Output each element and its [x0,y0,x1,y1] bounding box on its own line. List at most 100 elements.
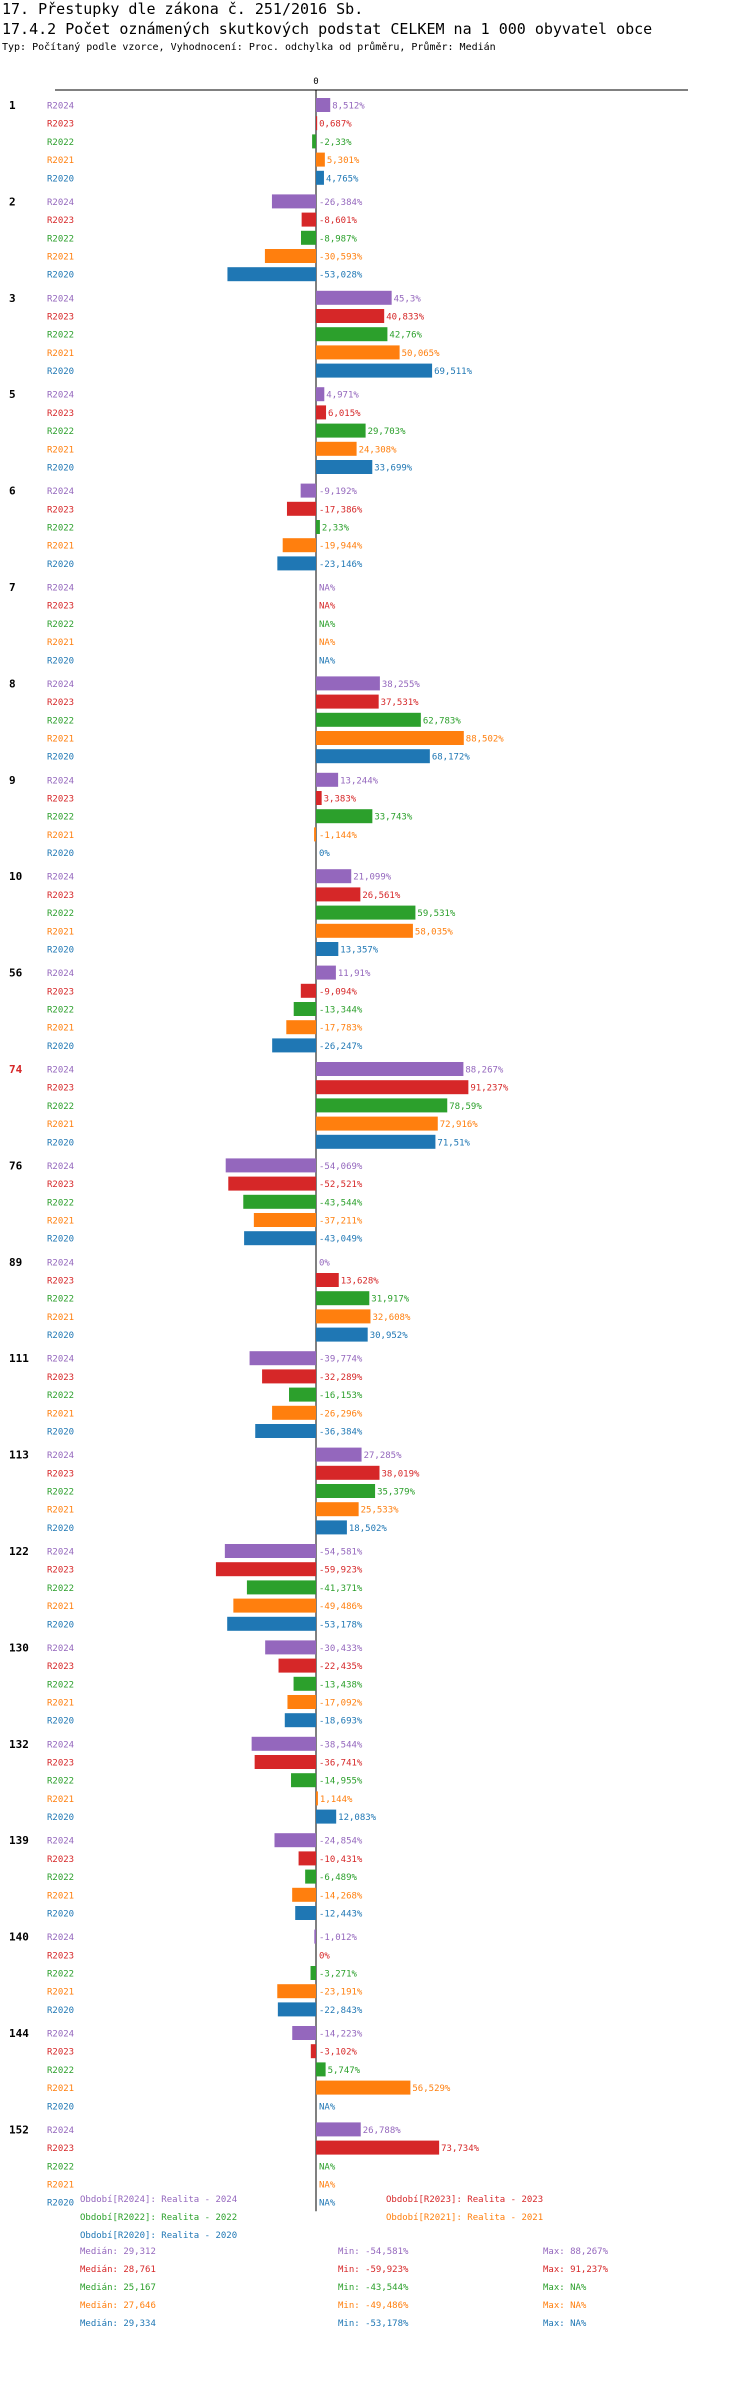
series-row-label: R2024 [47,1066,74,1076]
data-bar [301,212,316,227]
data-label: 0% [319,849,330,859]
series-row-label: R2024 [47,1933,74,1943]
series-row-label: R2021 [47,445,74,455]
series-row-label: R2022 [47,1970,74,1980]
group-label: 3 [9,292,16,305]
data-bar [316,1309,371,1324]
series-row-label: R2023 [47,602,74,612]
data-bar [316,965,336,980]
data-label: 68,172% [432,753,471,763]
series-row-label: R2021 [47,1988,74,1998]
data-bar [316,405,327,420]
data-label: 33,699% [374,464,413,474]
data-label: 3,383% [324,795,357,805]
data-bar [300,230,316,245]
data-label: 42,76% [389,331,422,341]
data-bar [316,2140,440,2155]
data-label: 91,237% [470,1084,509,1094]
series-row-label: R2020 [47,1235,74,1245]
data-label: 88,502% [466,735,505,745]
series-row-label: R2020 [47,1428,74,1438]
series-row-label: R2021 [47,156,74,166]
data-label: -36,384% [319,1428,363,1438]
group-label: 144 [9,2027,29,2040]
series-row-label: R2021 [47,2181,74,2191]
series-row-label: R2022 [47,524,74,534]
data-bar [310,1966,316,1980]
group-label: 10 [9,870,22,883]
data-bar [316,1447,362,1462]
series-row-label: R2020 [47,1620,74,1630]
data-label: -9,094% [319,987,358,997]
series-row-label: R2024 [47,1837,74,1847]
series-row-label: R2021 [47,1217,74,1227]
data-label: 0% [319,1258,330,1268]
data-bar [289,1387,316,1402]
data-label: -14,268% [319,1891,363,1901]
data-bar [316,1134,436,1149]
data-bar [316,363,433,378]
data-label: -19,944% [319,542,363,552]
data-label: NA% [319,2181,336,2191]
data-bar [291,1773,316,1788]
series-row-label: R2023 [47,409,74,419]
group-label: 9 [9,774,16,787]
data-bar [316,327,388,342]
series-row-label: R2022 [47,1295,74,1305]
data-label: -26,247% [319,1042,363,1052]
data-bar [310,2044,316,2059]
data-bar [244,1231,316,1246]
data-bar [243,1194,316,1209]
data-label: -23,191% [319,1988,363,1998]
series-row-label: R2022 [47,716,74,726]
series-row-label: R2020 [47,1042,74,1052]
series-row-label: R2021 [47,1602,74,1612]
series-row-label: R2024 [47,1451,74,1461]
data-bar [227,1616,316,1631]
series-row-label: R2020 [47,1910,74,1920]
data-bar [264,249,316,263]
data-bar [316,1791,318,1806]
series-row-label: R2024 [47,873,74,883]
data-label: -8,601% [319,216,358,226]
data-label: NA% [319,602,336,612]
series-row-label: R2024 [47,584,74,594]
data-bar [298,1851,316,1866]
data-bar [316,923,413,938]
data-label: 40,833% [386,313,425,323]
data-bar [274,1833,316,1848]
series-row-label: R2023 [47,987,74,997]
series-row-label: R2023 [47,1662,74,1672]
series-row-label: R2020 [47,560,74,570]
data-bar [316,772,339,787]
series-row-label: R2020 [47,1138,74,1148]
data-bar [316,1291,370,1306]
series-row-label: R2024 [47,680,74,690]
series-row-label: R2024 [47,102,74,112]
series-row-label: R2024 [47,391,74,401]
data-label: -17,092% [319,1699,363,1709]
data-label: -14,223% [319,2030,363,2040]
data-label: -18,693% [319,1717,363,1727]
series-row-label: R2024 [47,2030,74,2040]
series-row-label: R2021 [47,1024,74,1034]
data-label: 58,035% [415,927,454,937]
data-label: 5,301% [327,156,360,166]
data-label: 24,308% [359,445,398,455]
data-label: -9,192% [319,487,358,497]
data-bar [314,827,316,842]
series-row-label: R2022 [47,1198,74,1208]
series-row-label: R2021 [47,1699,74,1709]
data-bar [305,1869,316,1884]
group-label: 89 [9,1256,22,1269]
data-label: -1,012% [319,1933,358,1943]
series-row-label: R2023 [47,505,74,515]
group-label: 76 [9,1159,23,1172]
data-label: -30,433% [319,1644,363,1654]
data-label: -14,955% [319,1777,363,1787]
series-row-label: R2022 [47,2066,74,2076]
group-label: 140 [9,1931,29,1944]
series-row-label: R2020 [47,2006,74,2016]
series-row-label: R2021 [47,1120,74,1130]
